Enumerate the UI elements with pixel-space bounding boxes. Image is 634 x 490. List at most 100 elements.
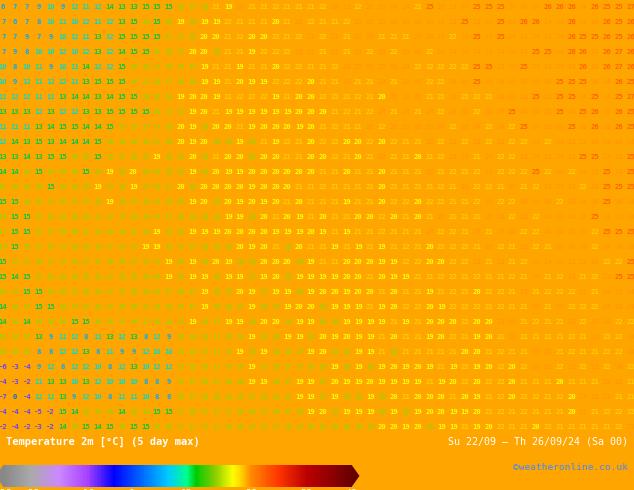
Text: 23: 23 xyxy=(591,319,600,325)
Text: 21: 21 xyxy=(366,184,375,190)
Text: 23: 23 xyxy=(508,319,517,325)
Bar xyxy=(86,465,87,487)
Text: 13: 13 xyxy=(34,123,43,130)
Text: 12: 12 xyxy=(58,78,67,85)
Text: 17: 17 xyxy=(224,289,233,295)
Text: 18: 18 xyxy=(295,259,304,265)
Text: 25: 25 xyxy=(461,19,469,25)
Text: 23: 23 xyxy=(555,304,564,310)
Text: 23: 23 xyxy=(520,244,529,250)
Text: 12: 12 xyxy=(181,489,193,490)
Text: 20: 20 xyxy=(472,379,481,385)
Text: 19: 19 xyxy=(247,109,256,115)
Text: 24: 24 xyxy=(591,49,600,54)
Text: 16: 16 xyxy=(11,304,20,310)
Bar xyxy=(50,465,51,487)
Text: 21: 21 xyxy=(259,19,268,25)
Text: 19: 19 xyxy=(283,304,292,310)
Text: 23: 23 xyxy=(603,379,612,385)
Text: 20: 20 xyxy=(413,214,422,220)
Text: 17: 17 xyxy=(188,394,197,400)
Text: Su 22/09 – Th 26/09/24 (Sa 00): Su 22/09 – Th 26/09/24 (Sa 00) xyxy=(448,437,628,446)
Text: 26: 26 xyxy=(626,49,634,54)
Text: 19: 19 xyxy=(295,319,304,325)
Text: 25: 25 xyxy=(614,274,623,280)
Text: 20: 20 xyxy=(378,199,387,205)
Bar xyxy=(140,465,141,487)
Text: 21: 21 xyxy=(425,214,434,220)
Bar xyxy=(349,465,352,487)
Text: 21: 21 xyxy=(591,289,600,295)
Text: 23: 23 xyxy=(236,3,244,9)
Text: 18: 18 xyxy=(46,214,55,220)
Text: 23: 23 xyxy=(401,94,410,99)
Text: 17: 17 xyxy=(22,304,31,310)
Text: 19: 19 xyxy=(176,19,185,25)
Text: 17: 17 xyxy=(117,244,126,250)
Text: 24: 24 xyxy=(532,139,540,145)
Bar xyxy=(147,465,148,487)
Text: 20: 20 xyxy=(390,289,398,295)
Text: 20: 20 xyxy=(212,259,221,265)
Text: 17: 17 xyxy=(141,123,150,130)
Text: 16: 16 xyxy=(22,244,31,250)
Text: 15: 15 xyxy=(153,33,162,40)
Bar xyxy=(79,465,81,487)
Text: 23: 23 xyxy=(508,49,517,54)
Text: 17: 17 xyxy=(129,199,138,205)
Text: 17: 17 xyxy=(295,349,304,355)
Text: 18: 18 xyxy=(271,349,280,355)
Bar xyxy=(47,465,49,487)
Text: 22: 22 xyxy=(579,319,588,325)
Bar xyxy=(180,465,181,487)
Bar xyxy=(22,465,24,487)
Text: 16: 16 xyxy=(34,259,43,265)
Text: 21: 21 xyxy=(413,349,422,355)
Bar xyxy=(77,465,79,487)
Text: 20: 20 xyxy=(176,123,185,130)
Text: 19: 19 xyxy=(188,319,197,325)
Text: 23: 23 xyxy=(425,123,434,130)
Text: 17: 17 xyxy=(11,259,20,265)
Text: 18: 18 xyxy=(212,214,221,220)
Text: 22: 22 xyxy=(555,394,564,400)
Text: 21: 21 xyxy=(378,33,387,40)
Text: 22: 22 xyxy=(472,184,481,190)
Text: 26: 26 xyxy=(555,3,564,9)
Text: 10: 10 xyxy=(58,33,67,40)
Text: 17: 17 xyxy=(22,259,31,265)
Text: 18: 18 xyxy=(117,139,126,145)
Text: 16: 16 xyxy=(22,184,31,190)
Bar xyxy=(169,465,170,487)
Text: 24: 24 xyxy=(390,3,398,9)
Text: 18: 18 xyxy=(200,334,209,340)
Text: 10: 10 xyxy=(141,394,150,400)
Text: 21: 21 xyxy=(579,424,588,430)
Text: 12: 12 xyxy=(82,394,91,400)
Text: 24: 24 xyxy=(496,94,505,99)
Text: 19: 19 xyxy=(224,259,233,265)
Text: 15: 15 xyxy=(153,19,162,25)
Text: 21: 21 xyxy=(401,229,410,235)
Text: 15: 15 xyxy=(82,169,91,175)
Text: 19: 19 xyxy=(378,319,387,325)
Text: 16: 16 xyxy=(141,64,150,70)
Text: 18: 18 xyxy=(283,274,292,280)
Text: 22: 22 xyxy=(437,139,446,145)
Text: 17: 17 xyxy=(129,123,138,130)
Text: 22: 22 xyxy=(496,349,505,355)
Text: 25: 25 xyxy=(579,154,588,160)
Text: 24: 24 xyxy=(484,109,493,115)
Text: 21: 21 xyxy=(401,334,410,340)
Text: 9: 9 xyxy=(167,379,171,385)
Text: 22: 22 xyxy=(437,154,446,160)
Text: 12: 12 xyxy=(94,3,102,9)
Bar xyxy=(13,465,14,487)
Bar xyxy=(148,465,149,487)
Text: 21: 21 xyxy=(401,33,410,40)
Text: 17: 17 xyxy=(105,184,114,190)
Text: 16: 16 xyxy=(82,154,91,160)
Bar xyxy=(17,465,18,487)
Text: 20: 20 xyxy=(259,33,268,40)
Text: 22: 22 xyxy=(271,49,280,54)
